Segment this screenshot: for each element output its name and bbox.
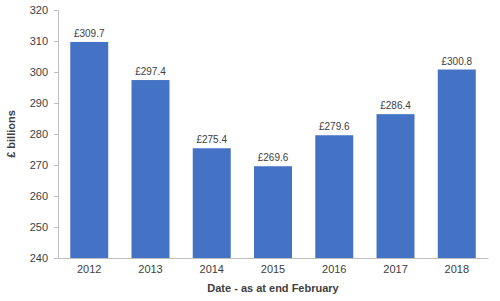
tick-mark [54, 10, 58, 11]
tick-label: 310 [30, 35, 48, 47]
tick: 280 [30, 128, 58, 140]
bar [254, 166, 292, 258]
data-label: £286.4 [380, 100, 411, 111]
data-labels: £309.7 £297.4 £275.4 £269.6 £279.6 £286.4 £300… [74, 28, 473, 163]
bar [193, 148, 231, 258]
tick: 320 [30, 4, 58, 16]
data-label: £300.8 [441, 56, 472, 67]
chart: £309.7 £297.4 £275.4 £269.6 £279.6 £286.4 £300… [0, 0, 500, 301]
tick: 290 [30, 97, 58, 109]
tick-label: 250 [30, 221, 48, 233]
tick-label: 2016 [322, 263, 346, 275]
tick: 2013 [138, 258, 162, 275]
tick-label: 300 [30, 66, 48, 78]
bar [377, 114, 415, 258]
axis-line [58, 11, 59, 259]
x-axis: 2012 2013 2014 2015 2016 2017 2018 [59, 258, 489, 275]
tick: 240 [30, 252, 58, 264]
tick-mark [54, 227, 58, 228]
data-label: £279.6 [319, 121, 350, 132]
bar [132, 80, 170, 258]
tick-label: 280 [30, 128, 48, 140]
tick-label: 290 [30, 97, 48, 109]
bars [70, 42, 475, 258]
tick-label: 320 [30, 4, 48, 16]
tick: 2015 [261, 258, 285, 275]
data-label: £309.7 [74, 28, 105, 39]
tick-label: 2017 [383, 263, 407, 275]
data-label: £275.4 [196, 134, 227, 145]
tick: 2012 [77, 258, 101, 275]
tick: 260 [30, 190, 58, 202]
y-axis-title: £ billions [5, 110, 17, 158]
axis-line [59, 258, 489, 259]
tick: 250 [30, 221, 58, 233]
tick-label: 2018 [445, 263, 469, 275]
data-label: £297.4 [135, 66, 166, 77]
tick: 2016 [322, 258, 346, 275]
tick-label: 2012 [77, 263, 101, 275]
tick-mark [54, 258, 58, 259]
bar [438, 70, 476, 258]
tick-mark [54, 165, 58, 166]
tick: 310 [30, 35, 58, 47]
y-axis: 240 250 260 270 280 290 300 310 320 [30, 4, 59, 264]
tick-label: 270 [30, 159, 48, 171]
tick-mark [54, 103, 58, 104]
tick: 270 [30, 159, 58, 171]
tick-mark [54, 41, 58, 42]
tick-mark [54, 134, 58, 135]
tick-label: 2015 [261, 263, 285, 275]
tick: 300 [30, 66, 58, 78]
x-axis-title: Date - as at end February [207, 282, 339, 294]
tick: 2018 [445, 258, 469, 275]
tick-mark [54, 72, 58, 73]
tick: 2017 [383, 258, 407, 275]
tick-label: 2014 [200, 263, 224, 275]
bar [315, 135, 353, 258]
tick-label: 240 [30, 252, 48, 264]
tick-mark [54, 196, 58, 197]
data-label: £269.6 [258, 152, 289, 163]
tick-label: 260 [30, 190, 48, 202]
tick: 2014 [200, 258, 224, 275]
plot: £309.7 £297.4 £275.4 £269.6 £279.6 £286.4 £300… [30, 4, 489, 275]
bar [70, 42, 108, 258]
tick-label: 2013 [138, 263, 162, 275]
